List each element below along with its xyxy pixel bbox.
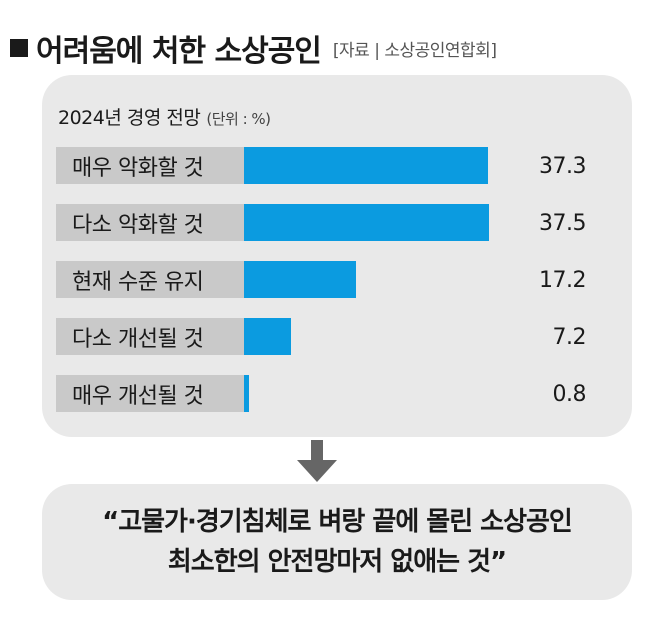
bar-category-label: 현재 수준 유지 [56,261,244,298]
bar-value-label: 17.2 [539,268,586,293]
chart-subtitle: 2024년 경영 전망 (단위 : %) [58,103,271,130]
bar-value-label: 7.2 [552,325,587,350]
chart-title: 어려움에 처한 소상공인 [36,34,322,69]
bar-category-label: 다소 개선될 것 [56,318,244,355]
bar [244,204,489,241]
unit-label: (단위 : %) [206,110,271,128]
quote-box: “고물가·경기침체로 벼랑 끝에 몰린 소상공인 최소한의 안전망마저 없애는 … [42,484,632,600]
bar-value-label: 37.3 [539,154,586,179]
quote-line-1: “고물가·경기침체로 벼랑 끝에 몰린 소상공인 [102,507,573,537]
bar-category-label: 다소 악화할 것 [56,204,244,241]
chart-header: 어려움에 처한 소상공인 [자료 | 소상공인연합회] [10,26,497,70]
bar-category-label: 매우 악화할 것 [56,147,244,184]
bar-category-label: 매우 개선될 것 [56,375,244,412]
source-label: [자료 | 소상공인연합회] [332,40,497,61]
bar [244,375,250,412]
bar [244,318,292,355]
bar-value-label: 37.5 [539,211,586,236]
subtitle-text: 2024년 경영 전망 [58,107,201,129]
quote-line-2: 최소한의 안전망마저 없애는 것” [167,547,507,577]
square-bullet-icon [10,39,28,57]
down-arrow-icon [297,440,337,482]
bar [244,147,488,184]
bar-value-label: 0.8 [552,382,587,407]
bar [244,261,357,298]
